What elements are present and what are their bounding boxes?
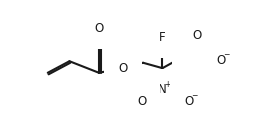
Text: F: F	[159, 31, 166, 44]
Text: −: −	[191, 91, 197, 100]
Text: N: N	[186, 46, 195, 59]
Text: O: O	[184, 95, 194, 108]
Text: O: O	[193, 29, 202, 42]
Text: O: O	[118, 62, 127, 75]
Text: +: +	[164, 80, 170, 89]
Text: +: +	[192, 43, 198, 52]
Text: O: O	[217, 54, 226, 67]
Text: O: O	[94, 22, 103, 35]
Text: N: N	[158, 83, 167, 96]
Text: −: −	[224, 51, 230, 60]
Text: O: O	[137, 95, 146, 108]
